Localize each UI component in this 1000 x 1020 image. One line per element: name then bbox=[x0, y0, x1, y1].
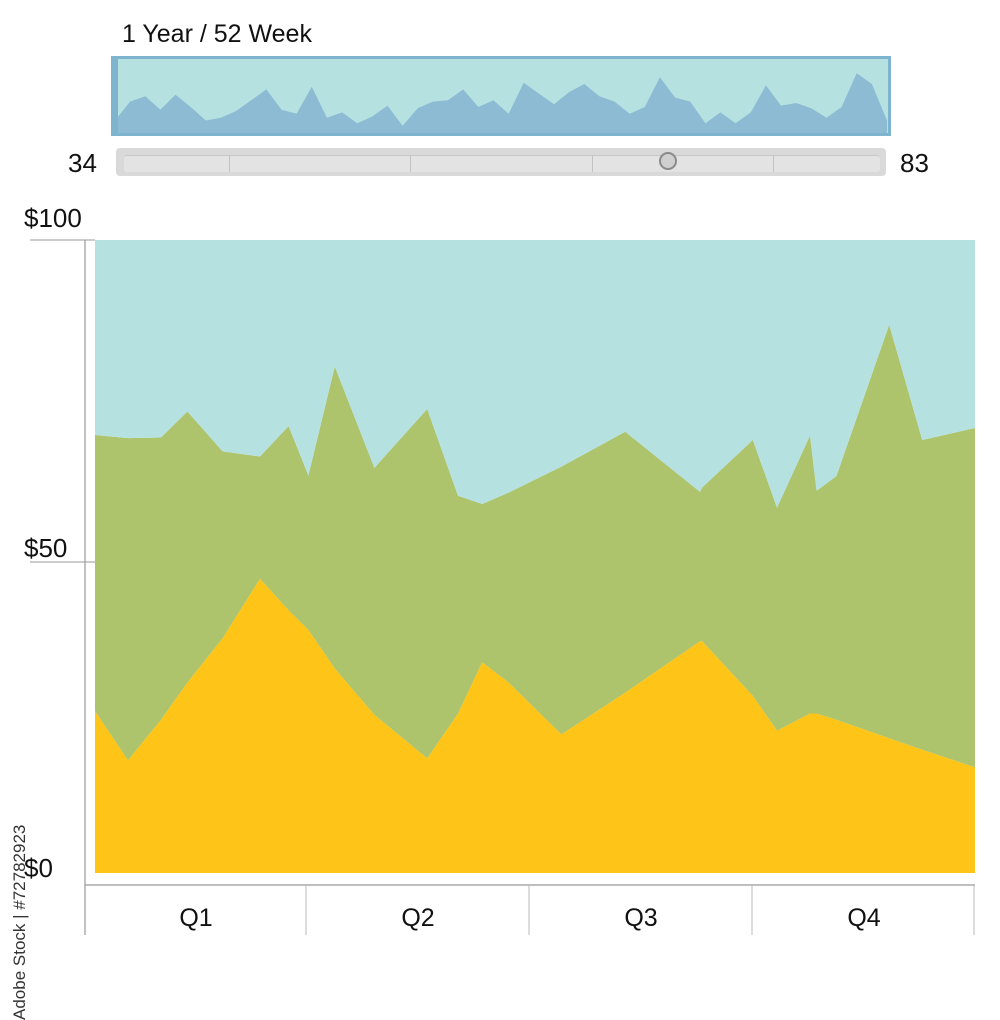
slider-tick bbox=[410, 155, 411, 172]
overview-area bbox=[115, 73, 887, 134]
slider-max-label: 83 bbox=[900, 148, 929, 178]
slider-tick bbox=[592, 155, 593, 172]
x-tick-label: Q1 bbox=[179, 904, 213, 932]
overview-frame bbox=[111, 56, 891, 136]
slider-min-label: 34 bbox=[68, 148, 97, 178]
overview-left-handle[interactable] bbox=[114, 59, 118, 133]
y-tick-label: $0 bbox=[24, 853, 53, 883]
x-tick-label: Q4 bbox=[847, 904, 881, 932]
watermark-id: Adobe Stock | #72782923 bbox=[10, 824, 29, 1020]
slider-tick bbox=[773, 155, 774, 172]
series-area-1 bbox=[95, 578, 975, 873]
series-area-2 bbox=[95, 324, 975, 768]
x-tick-label: Q3 bbox=[624, 904, 658, 932]
range-title: 1 Year / 52 Week bbox=[122, 20, 312, 48]
y-tick-label: $50 bbox=[24, 533, 68, 563]
slider-thumb[interactable] bbox=[659, 152, 677, 170]
overview-chart[interactable] bbox=[111, 56, 891, 136]
range-slider[interactable] bbox=[116, 148, 886, 176]
y-tick-label: $100 bbox=[24, 203, 82, 233]
series-area-3 bbox=[95, 240, 975, 508]
slider-inner-track bbox=[124, 155, 880, 172]
x-tick-label: Q2 bbox=[401, 904, 435, 932]
slider-tick bbox=[229, 155, 230, 172]
